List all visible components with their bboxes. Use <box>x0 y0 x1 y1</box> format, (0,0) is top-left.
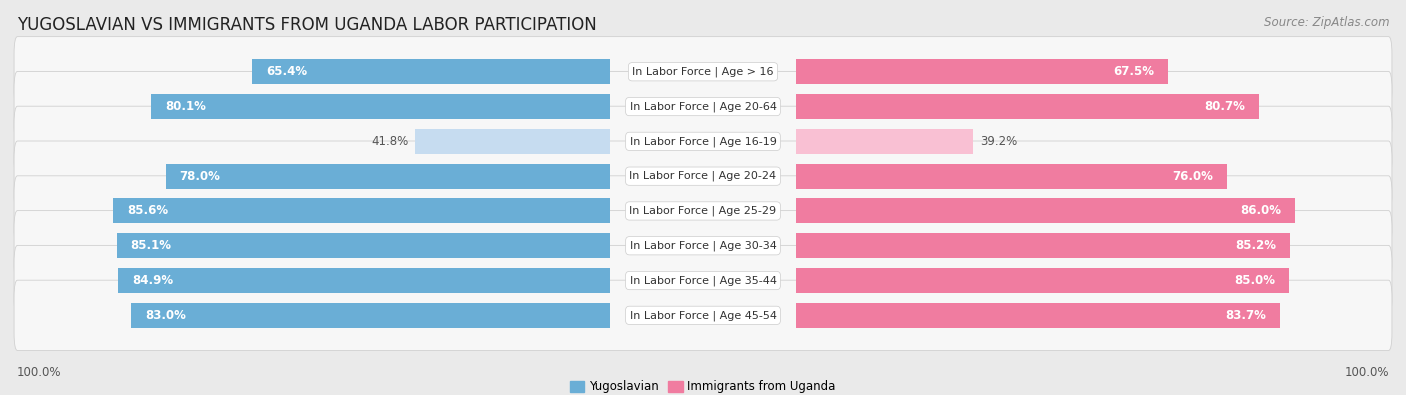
Bar <box>131 303 610 328</box>
Text: 83.0%: 83.0% <box>145 309 186 322</box>
FancyBboxPatch shape <box>14 141 1392 211</box>
FancyBboxPatch shape <box>14 280 1392 350</box>
Bar <box>117 233 610 258</box>
Text: 80.1%: 80.1% <box>165 100 205 113</box>
Text: In Labor Force | Age 45-54: In Labor Force | Age 45-54 <box>630 310 776 321</box>
Text: YUGOSLAVIAN VS IMMIGRANTS FROM UGANDA LABOR PARTICIPATION: YUGOSLAVIAN VS IMMIGRANTS FROM UGANDA LA… <box>17 16 596 34</box>
Bar <box>166 164 610 189</box>
Bar <box>415 129 610 154</box>
FancyBboxPatch shape <box>14 176 1392 246</box>
FancyBboxPatch shape <box>14 37 1392 107</box>
FancyBboxPatch shape <box>14 71 1392 142</box>
Bar <box>796 303 1279 328</box>
Text: 84.9%: 84.9% <box>132 274 173 287</box>
Text: 83.7%: 83.7% <box>1225 309 1265 322</box>
Text: Source: ZipAtlas.com: Source: ZipAtlas.com <box>1264 16 1389 29</box>
Text: 100.0%: 100.0% <box>1344 366 1389 379</box>
Text: 85.6%: 85.6% <box>127 205 169 218</box>
Text: 76.0%: 76.0% <box>1173 169 1213 182</box>
Bar <box>796 198 1295 224</box>
Text: 67.5%: 67.5% <box>1114 65 1154 78</box>
Bar <box>796 233 1289 258</box>
Text: 78.0%: 78.0% <box>180 169 221 182</box>
Bar <box>796 268 1289 293</box>
Text: 65.4%: 65.4% <box>266 65 308 78</box>
Bar <box>796 129 973 154</box>
Text: 100.0%: 100.0% <box>17 366 62 379</box>
FancyBboxPatch shape <box>14 211 1392 281</box>
Text: 39.2%: 39.2% <box>980 135 1017 148</box>
Bar <box>253 59 610 84</box>
Text: 85.2%: 85.2% <box>1236 239 1277 252</box>
Text: In Labor Force | Age 25-29: In Labor Force | Age 25-29 <box>630 206 776 216</box>
Text: In Labor Force | Age 35-44: In Labor Force | Age 35-44 <box>630 275 776 286</box>
Text: In Labor Force | Age 20-24: In Labor Force | Age 20-24 <box>630 171 776 181</box>
Text: In Labor Force | Age 20-64: In Labor Force | Age 20-64 <box>630 101 776 112</box>
Bar <box>796 94 1258 119</box>
Text: 80.7%: 80.7% <box>1205 100 1246 113</box>
Text: In Labor Force | Age 30-34: In Labor Force | Age 30-34 <box>630 241 776 251</box>
FancyBboxPatch shape <box>14 245 1392 316</box>
FancyBboxPatch shape <box>14 106 1392 177</box>
Bar <box>152 94 610 119</box>
Bar <box>114 198 610 224</box>
Text: 85.0%: 85.0% <box>1234 274 1275 287</box>
Text: 41.8%: 41.8% <box>371 135 408 148</box>
Legend: Yugoslavian, Immigrants from Uganda: Yugoslavian, Immigrants from Uganda <box>565 376 841 395</box>
Bar <box>118 268 610 293</box>
Text: 86.0%: 86.0% <box>1240 205 1282 218</box>
Text: In Labor Force | Age 16-19: In Labor Force | Age 16-19 <box>630 136 776 147</box>
Text: 85.1%: 85.1% <box>131 239 172 252</box>
Text: In Labor Force | Age > 16: In Labor Force | Age > 16 <box>633 66 773 77</box>
Bar <box>796 164 1226 189</box>
Bar <box>796 59 1168 84</box>
